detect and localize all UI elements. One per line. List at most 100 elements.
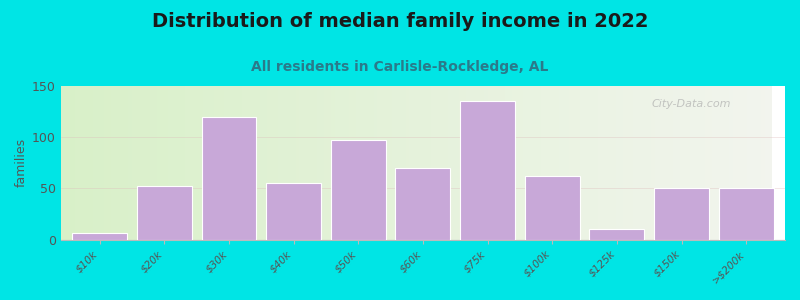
Bar xyxy=(509,86,513,240)
Bar xyxy=(662,86,666,240)
Bar xyxy=(266,183,321,240)
Bar xyxy=(310,86,314,240)
Bar xyxy=(460,101,515,240)
Bar xyxy=(93,86,97,240)
Bar xyxy=(122,86,125,240)
Bar xyxy=(491,86,494,240)
Bar xyxy=(68,86,71,240)
Bar xyxy=(590,86,594,240)
Bar xyxy=(449,86,452,240)
Bar xyxy=(686,86,690,240)
Bar xyxy=(680,86,683,240)
Bar xyxy=(619,86,622,240)
Bar xyxy=(590,230,644,240)
Bar xyxy=(231,86,235,240)
Bar xyxy=(150,86,154,240)
Bar xyxy=(61,86,65,240)
Bar xyxy=(97,86,100,240)
Bar xyxy=(218,86,221,240)
Bar xyxy=(118,86,122,240)
Bar xyxy=(263,86,267,240)
Bar xyxy=(762,86,765,240)
Bar xyxy=(683,86,686,240)
Bar xyxy=(442,86,445,240)
Bar xyxy=(562,86,566,240)
Bar xyxy=(65,86,68,240)
Text: City-Data.com: City-Data.com xyxy=(651,99,730,110)
Bar xyxy=(552,86,555,240)
Bar xyxy=(334,86,338,240)
Bar xyxy=(250,86,253,240)
Bar xyxy=(690,86,694,240)
Bar xyxy=(171,86,174,240)
Bar xyxy=(545,86,548,240)
Bar xyxy=(398,86,402,240)
Bar xyxy=(747,86,750,240)
Bar xyxy=(110,86,114,240)
Bar xyxy=(616,86,619,240)
Bar xyxy=(189,86,193,240)
Bar xyxy=(694,86,698,240)
Bar xyxy=(342,86,346,240)
Bar xyxy=(438,86,442,240)
Bar xyxy=(502,86,506,240)
Bar xyxy=(374,86,378,240)
Bar xyxy=(580,86,584,240)
Bar xyxy=(395,168,450,240)
Bar xyxy=(199,86,203,240)
Bar xyxy=(669,86,673,240)
Bar xyxy=(641,86,644,240)
Bar xyxy=(506,86,509,240)
Bar xyxy=(637,86,641,240)
Bar xyxy=(381,86,385,240)
Bar xyxy=(474,86,477,240)
Bar xyxy=(494,86,498,240)
Bar xyxy=(577,86,580,240)
Bar xyxy=(388,86,391,240)
Bar xyxy=(125,86,129,240)
Bar xyxy=(193,86,196,240)
Bar xyxy=(257,86,260,240)
Bar xyxy=(385,86,388,240)
Bar xyxy=(413,86,417,240)
Bar xyxy=(740,86,744,240)
Bar xyxy=(541,86,545,240)
Bar xyxy=(654,188,709,240)
Bar xyxy=(456,86,459,240)
Bar xyxy=(331,140,386,240)
Bar xyxy=(78,86,82,240)
Bar xyxy=(139,86,142,240)
Bar xyxy=(481,86,484,240)
Bar xyxy=(321,86,324,240)
Bar xyxy=(612,86,616,240)
Bar xyxy=(327,86,331,240)
Bar xyxy=(100,86,103,240)
Bar xyxy=(654,86,658,240)
Bar xyxy=(349,86,353,240)
Bar xyxy=(573,86,577,240)
Bar xyxy=(154,86,157,240)
Bar xyxy=(726,86,730,240)
Bar xyxy=(598,86,602,240)
Bar xyxy=(235,86,238,240)
Text: All residents in Carlisle-Rockledge, AL: All residents in Carlisle-Rockledge, AL xyxy=(251,60,549,74)
Bar xyxy=(754,86,758,240)
Bar xyxy=(132,86,135,240)
Bar xyxy=(164,86,167,240)
Bar xyxy=(157,86,161,240)
Bar xyxy=(129,86,132,240)
Bar xyxy=(391,86,395,240)
Bar xyxy=(520,86,523,240)
Bar xyxy=(708,86,712,240)
Bar xyxy=(267,86,270,240)
Bar xyxy=(317,86,321,240)
Bar xyxy=(86,86,90,240)
Bar xyxy=(701,86,705,240)
Bar xyxy=(584,86,587,240)
Bar xyxy=(210,86,214,240)
Bar xyxy=(161,86,164,240)
Bar xyxy=(137,186,192,240)
Bar xyxy=(530,86,534,240)
Bar xyxy=(82,86,86,240)
Bar xyxy=(174,86,178,240)
